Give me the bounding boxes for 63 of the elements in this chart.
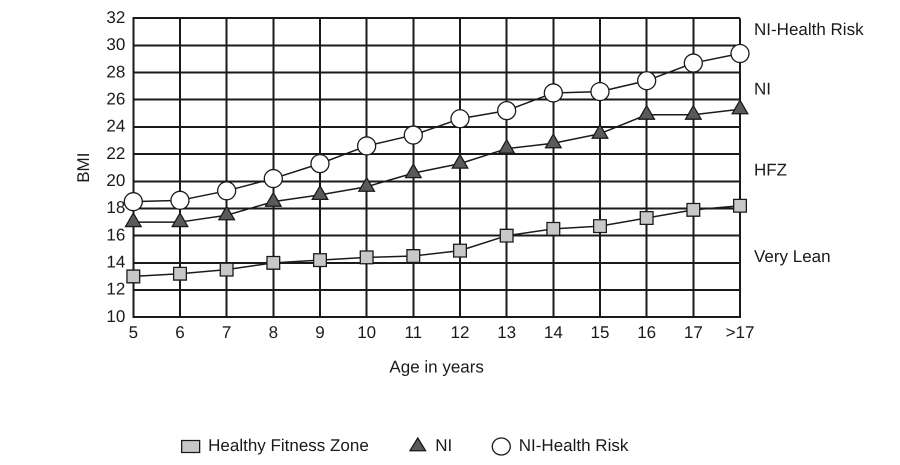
x-tick-label: 9 xyxy=(315,323,325,342)
x-tick-label: 17 xyxy=(684,323,703,342)
x-axis-title: Age in years xyxy=(389,357,484,376)
point xyxy=(406,249,420,264)
point xyxy=(452,244,468,258)
x-tick-label: 8 xyxy=(268,323,278,342)
y-tick-label: 28 xyxy=(106,62,126,82)
y-tick-label: 10 xyxy=(106,306,126,326)
point xyxy=(497,100,516,120)
legend-label: NI xyxy=(435,436,452,456)
point xyxy=(264,168,283,188)
y-tick-label: 22 xyxy=(106,144,126,163)
y-tick-label: 12 xyxy=(106,280,126,299)
y-tick-label: 20 xyxy=(106,170,126,190)
legend-label: Healthy Fitness Zone xyxy=(208,436,369,456)
point xyxy=(220,262,234,277)
x-tick-label: 15 xyxy=(590,323,610,342)
text: NI xyxy=(754,80,771,99)
x-tick-label: 12 xyxy=(450,323,470,342)
y-tick-label: 14 xyxy=(106,252,126,272)
x-tick-label: 7 xyxy=(222,323,232,342)
y-tick-label: 26 xyxy=(106,89,126,108)
point xyxy=(170,190,190,210)
legend-label: NI-Health Risk xyxy=(518,436,629,456)
point xyxy=(500,228,514,243)
point xyxy=(590,82,610,102)
text: HFZ xyxy=(754,160,788,180)
point xyxy=(686,202,700,217)
y-tick-label: 32 xyxy=(106,8,126,27)
point xyxy=(640,210,654,225)
y-tick-label: 16 xyxy=(106,225,126,244)
y-tick-label: 24 xyxy=(106,116,126,136)
x-tick-label: 14 xyxy=(544,323,563,342)
point xyxy=(637,71,656,90)
point xyxy=(357,136,376,156)
point xyxy=(266,256,280,270)
point xyxy=(312,253,327,268)
text: NI-Health Risk xyxy=(754,20,864,39)
point xyxy=(544,83,563,103)
point xyxy=(592,219,608,234)
x-tick-label: 13 xyxy=(497,323,516,342)
point xyxy=(730,44,750,64)
y-tick-label: 18 xyxy=(106,198,126,218)
point xyxy=(684,53,703,73)
point xyxy=(360,250,374,264)
point xyxy=(124,192,143,212)
x-tick-label: >17 xyxy=(726,323,754,342)
point xyxy=(404,125,423,145)
point xyxy=(310,154,330,174)
y-tick-label: 30 xyxy=(106,35,126,54)
point xyxy=(450,109,470,128)
x-tick-label: 5 xyxy=(128,323,138,342)
point xyxy=(546,222,560,236)
x-tick-label: 6 xyxy=(175,323,185,342)
x-tick-label: 16 xyxy=(637,323,656,342)
y-axis-title: BMI xyxy=(74,152,93,183)
text: Very Lean xyxy=(754,247,831,266)
x-tick-label: 10 xyxy=(357,323,376,342)
point xyxy=(732,198,748,213)
x-tick-label: 11 xyxy=(404,323,422,342)
point xyxy=(216,181,236,200)
point xyxy=(126,269,140,284)
point xyxy=(172,266,187,281)
